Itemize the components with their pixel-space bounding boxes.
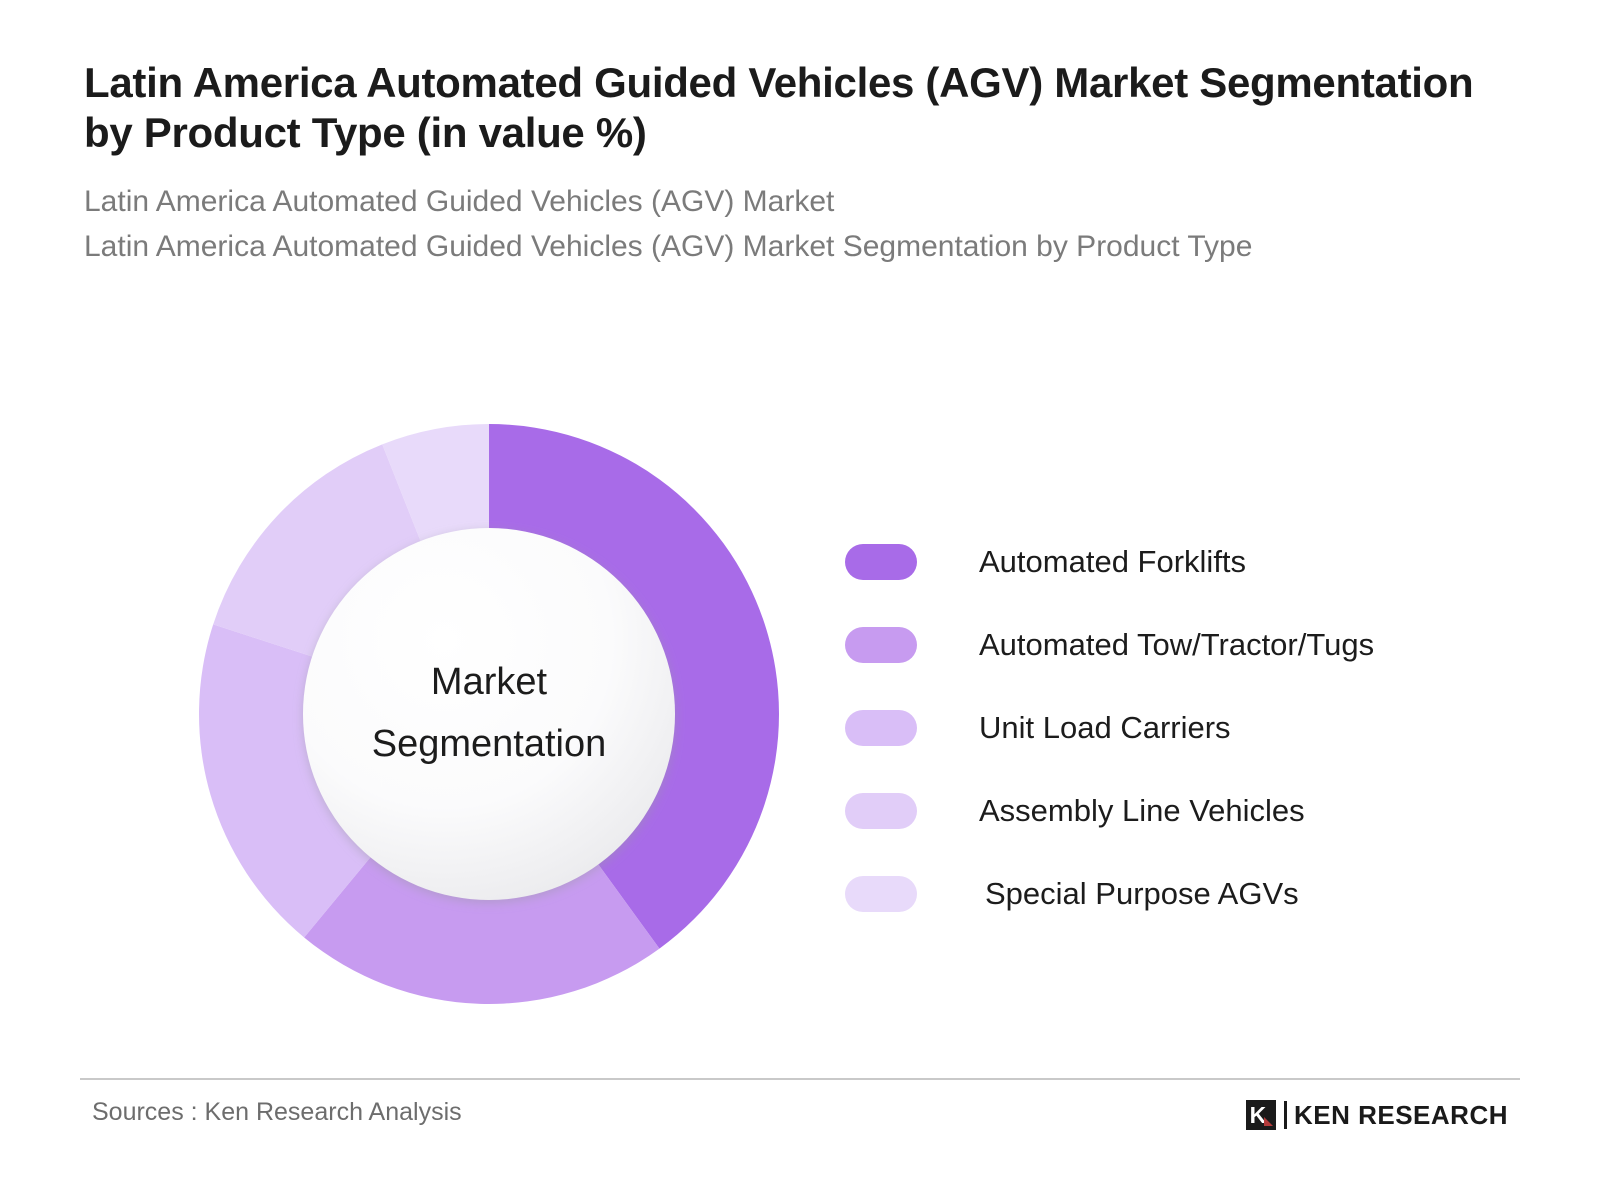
legend-item-label: Unit Load Carriers xyxy=(979,709,1231,745)
page-title: Latin America Automated Guided Vehicles … xyxy=(84,59,1474,156)
footer-divider xyxy=(80,1078,1520,1080)
legend-item-label: Automated Forklifts xyxy=(979,543,1247,579)
donut-slice[interactable] xyxy=(304,857,660,1004)
logo-divider-bar xyxy=(1283,1101,1287,1129)
legend-swatch-icon xyxy=(845,543,917,580)
ken-research-logo: K KEN RESEARCH xyxy=(1245,1098,1508,1132)
donut-center-hub xyxy=(303,528,675,900)
legend-swatch-icon xyxy=(845,875,917,912)
donut-slice[interactable] xyxy=(213,444,421,657)
ken-research-k-mark-icon: K xyxy=(1245,1100,1276,1130)
logo-wordmark: KEN RESEARCH xyxy=(1293,1099,1508,1130)
legend-item-special-purpose-agvs[interactable]: Special Purpose AGVs xyxy=(845,852,1505,935)
legend-item-assembly-line-vehicles[interactable]: Assembly Line Vehicles xyxy=(845,769,1505,852)
legend-item-automated-forklifts[interactable]: Automated Forklifts xyxy=(845,520,1505,603)
legend-item-label: Special Purpose AGVs xyxy=(985,875,1299,911)
header: Latin America Automated Guided Vehicles … xyxy=(84,58,1504,269)
legend-swatch-icon xyxy=(845,626,917,663)
chart-subtitle-line-1: Latin America Automated Guided Vehicles … xyxy=(84,185,835,219)
donut-chart-svg xyxy=(199,424,779,1004)
legend-item-unit-load-carriers[interactable]: Unit Load Carriers xyxy=(845,686,1505,769)
legend-item-label: Assembly Line Vehicles xyxy=(979,792,1305,828)
chart-subtitle: Latin America Automated Guided Vehicles … xyxy=(84,179,1484,269)
donut-slice[interactable] xyxy=(382,424,489,542)
donut-slice[interactable] xyxy=(199,624,371,938)
legend-item-automated-tow-tractor-tugs[interactable]: Automated Tow/Tractor/Tugs xyxy=(845,603,1505,686)
chart-legend: Automated Forklifts Automated Tow/Tracto… xyxy=(845,520,1505,935)
footer-source-text: Sources : Ken Research Analysis xyxy=(92,1098,462,1126)
legend-swatch-icon xyxy=(845,709,917,746)
donut-slice[interactable] xyxy=(489,424,779,949)
legend-swatch-icon xyxy=(845,792,917,829)
donut-chart: Market Segmentation xyxy=(199,424,779,1004)
chart-subtitle-line-2: Latin America Automated Guided Vehicles … xyxy=(84,230,1253,264)
legend-item-label: Automated Tow/Tractor/Tugs xyxy=(979,626,1375,662)
donut-slice-group xyxy=(199,424,779,1004)
logo-triangle-icon xyxy=(1263,1117,1273,1126)
logo-k-glyph: K xyxy=(1249,1101,1267,1128)
